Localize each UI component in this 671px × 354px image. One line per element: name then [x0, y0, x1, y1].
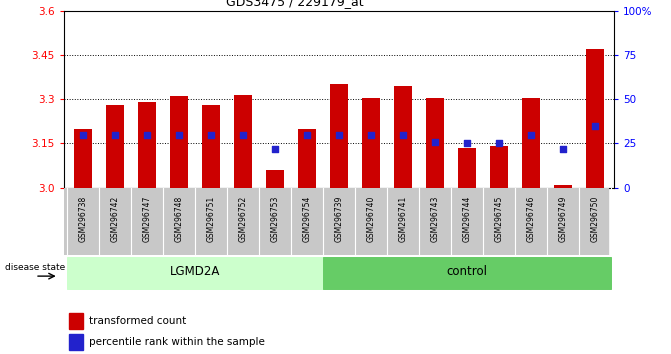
- Text: GSM296745: GSM296745: [495, 196, 503, 242]
- Text: GSM296746: GSM296746: [526, 196, 535, 242]
- Text: GSM296740: GSM296740: [366, 196, 375, 242]
- Text: GSM296738: GSM296738: [79, 196, 87, 242]
- Text: LGMD2A: LGMD2A: [170, 266, 220, 278]
- Bar: [394, 86, 411, 188]
- Text: percentile rank within the sample: percentile rank within the sample: [89, 337, 264, 348]
- Bar: [426, 98, 444, 188]
- Point: [109, 132, 120, 137]
- Point: [525, 132, 536, 137]
- Text: GSM296748: GSM296748: [174, 196, 183, 242]
- Bar: [586, 49, 604, 188]
- Point: [493, 141, 504, 146]
- Bar: [458, 148, 476, 188]
- Bar: [202, 105, 219, 188]
- Bar: [362, 98, 380, 188]
- Bar: [69, 313, 83, 329]
- Point: [238, 132, 248, 137]
- Bar: [138, 102, 156, 188]
- Text: GSM296754: GSM296754: [303, 196, 311, 242]
- Point: [558, 146, 568, 152]
- Point: [333, 132, 344, 137]
- Point: [142, 132, 152, 137]
- Text: GSM296750: GSM296750: [590, 196, 599, 242]
- Text: GSM296753: GSM296753: [270, 196, 279, 242]
- Text: control: control: [446, 266, 487, 278]
- Text: disease state: disease state: [5, 263, 65, 272]
- Bar: [323, 257, 611, 289]
- Point: [78, 132, 89, 137]
- Point: [366, 132, 376, 137]
- Point: [397, 132, 408, 137]
- Bar: [266, 170, 284, 188]
- Bar: [298, 129, 315, 188]
- Bar: [522, 98, 539, 188]
- Text: transformed count: transformed count: [89, 316, 186, 326]
- Point: [174, 132, 185, 137]
- Point: [429, 139, 440, 144]
- Text: GSM296741: GSM296741: [399, 196, 407, 242]
- Point: [589, 123, 600, 129]
- Bar: [330, 84, 348, 188]
- Bar: [234, 95, 252, 188]
- Bar: [490, 146, 507, 188]
- Point: [205, 132, 216, 137]
- Text: GSM296747: GSM296747: [142, 196, 152, 242]
- Bar: [74, 129, 92, 188]
- Point: [301, 132, 312, 137]
- Text: GSM296742: GSM296742: [111, 196, 119, 242]
- Text: GSM296751: GSM296751: [207, 196, 215, 242]
- Bar: [106, 105, 123, 188]
- Text: GSM296749: GSM296749: [558, 196, 567, 242]
- Bar: [554, 185, 572, 188]
- Text: GSM296743: GSM296743: [430, 196, 440, 242]
- Text: GSM296744: GSM296744: [462, 196, 471, 242]
- Bar: [67, 257, 323, 289]
- Bar: [170, 96, 188, 188]
- Title: GDS3475 / 229179_at: GDS3475 / 229179_at: [226, 0, 364, 8]
- Point: [270, 146, 280, 152]
- Point: [462, 141, 472, 146]
- Bar: [69, 334, 83, 350]
- Text: GSM296752: GSM296752: [238, 196, 248, 242]
- Text: GSM296739: GSM296739: [334, 196, 344, 242]
